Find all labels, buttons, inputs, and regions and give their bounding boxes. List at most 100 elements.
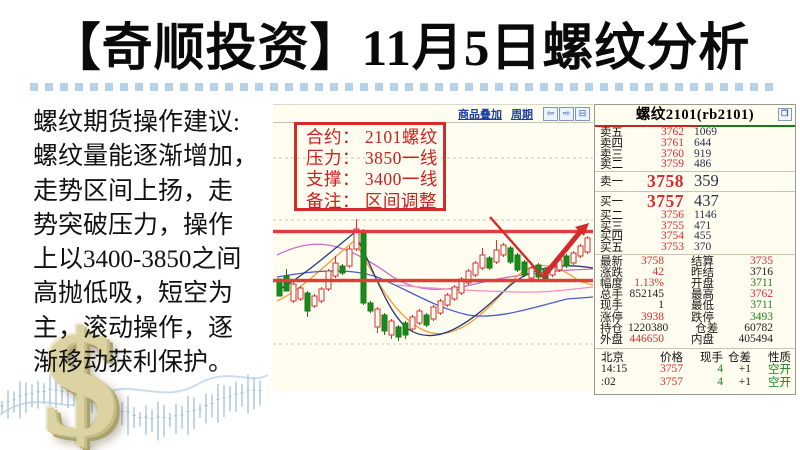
- candle-body: [388, 320, 395, 336]
- stat-value: 405494: [738, 332, 774, 345]
- quote-titlebar: 螺纹2101(rb2101) ❐: [595, 105, 795, 125]
- analysis-info-box: 合约： 2101螺纹 压力： 3850一线 支撑： 3400一线 备注： 区间调整: [294, 122, 446, 211]
- candle-body: [444, 294, 451, 306]
- mini-chart-decoration: [0, 374, 269, 441]
- candle-body: [381, 314, 388, 332]
- level-price: 3757: [647, 190, 684, 211]
- level-label: 卖二: [600, 159, 623, 172]
- trend-arrow-shaft: [541, 230, 582, 279]
- level-label: 买二: [600, 210, 623, 223]
- level-label: 买三: [600, 220, 623, 233]
- ma-line: [276, 240, 593, 335]
- candle-body: [570, 252, 577, 264]
- candle-body: [416, 310, 423, 324]
- period-link[interactable]: 周期: [511, 108, 533, 121]
- candle-body: [514, 254, 521, 271]
- level-label: 买五: [600, 242, 623, 255]
- prev-arrow-icon[interactable]: ⇦: [543, 106, 558, 121]
- trade-price: 3757: [660, 363, 683, 375]
- stat-value: 1.13%: [634, 277, 664, 290]
- level-volume: 486: [694, 158, 712, 171]
- level-price: 3761: [661, 137, 684, 150]
- restore-window-icon[interactable]: ❐: [778, 108, 792, 121]
- trade-oi-change: +1: [738, 375, 751, 388]
- trade-volume: 4: [717, 363, 723, 375]
- stat-value: 3711: [750, 299, 773, 312]
- trades-header: 价格: [660, 351, 683, 364]
- trade-type: 空开: [768, 364, 791, 376]
- stat-label: 总手: [600, 289, 623, 302]
- stats-row: 最新 3758 结算 3735: [595, 255, 795, 269]
- best-ask-row: 卖一 3758 359: [595, 171, 795, 191]
- bid-row: 买三 3755 471: [595, 219, 795, 233]
- candle-body: [437, 300, 444, 314]
- advice-line: 上以3400-3850之间: [33, 246, 242, 274]
- stats-row: 幅度 1.13% 开盘 3711: [595, 277, 795, 291]
- stat-label: 内盘: [691, 333, 714, 346]
- info-box-line: 支撑： 3400一线: [306, 169, 438, 190]
- candle-body: [332, 262, 339, 277]
- candle-body: [528, 267, 535, 279]
- stat-label: 最新: [600, 256, 623, 269]
- candle-body: [409, 316, 416, 330]
- stat-value: 3735: [750, 255, 773, 268]
- stats-row: 涨跌 42 昨结 3716: [595, 266, 795, 280]
- tile-window-icon[interactable]: ⊟: [575, 106, 590, 121]
- advice-line: 走势区间上扬，走: [33, 177, 234, 205]
- candle-body: [563, 255, 570, 267]
- candle-body: [577, 245, 584, 257]
- advice-line: 螺纹期货操作建议:: [33, 109, 240, 136]
- stat-label: 幅度: [600, 278, 623, 291]
- level-volume: 1146: [694, 209, 717, 222]
- level-volume: 919: [694, 147, 712, 160]
- stat-label: 外盘: [600, 333, 623, 346]
- bid-row: 买四 3754 455: [595, 230, 795, 243]
- stats-row: 持仓 1220380 仓差 60782: [595, 321, 795, 335]
- level-volume: 471: [694, 219, 712, 232]
- candle-body: [493, 249, 500, 263]
- trades-table: 北京 价格 现手 仓差 性质 14:15 3757 4 +1 空开:02 3757 4 +1 空开: [595, 350, 795, 389]
- trades-header-row: 北京 价格 现手 仓差 性质: [595, 350, 795, 364]
- stat-label: 涨跌: [600, 267, 623, 280]
- advice-line: 高抛低吸，短空为: [33, 280, 234, 308]
- level-price: 3756: [661, 209, 684, 222]
- info-box-line: 合约： 2101螺纹: [306, 127, 438, 147]
- stats-row: 现手 1 最低 3711: [595, 299, 795, 313]
- candle-body: [395, 326, 402, 338]
- stat-label: 最高: [691, 289, 714, 302]
- divider: [595, 348, 795, 350]
- dotted-divider: [30, 83, 774, 91]
- ma-line: [396, 284, 593, 293]
- advice-line: 主，滚动操作，逐: [33, 314, 234, 342]
- candle-body: [430, 306, 437, 320]
- advice-line: 渐移动获利保护。: [33, 349, 234, 377]
- ask-row: 卖三 3760 919: [595, 147, 795, 161]
- candle-body: [339, 265, 346, 274]
- level-label: 买一: [600, 196, 623, 209]
- level-price: 3753: [661, 241, 684, 254]
- candlestick-chart: [273, 157, 593, 345]
- level-price: 3762: [661, 126, 684, 139]
- candle-body: [374, 308, 381, 328]
- quote-panel: 螺纹2101(rb2101) ❐ 卖五 3762 1069 卖四 3761 644 卖三 37…: [594, 104, 796, 395]
- ma-line: [276, 232, 593, 337]
- stat-label: 最低: [691, 300, 714, 313]
- stat-label: 现手: [600, 300, 623, 313]
- candle-body: [304, 292, 311, 312]
- stat-value: 60782: [744, 321, 773, 334]
- trades-header: 现手: [700, 351, 723, 364]
- level-volume: 1069: [694, 126, 717, 139]
- chart-panel: 商品叠加 周期 ⇦ ⇨ ⊟ 合约： 2101螺纹 压力： 3850一线 支撑： 3400…: [273, 104, 593, 391]
- stat-value: 3938: [641, 310, 664, 323]
- next-arrow-icon[interactable]: ⇨: [559, 106, 574, 121]
- info-box-line: 压力： 3850一线: [306, 148, 438, 169]
- stat-label: 仓差: [695, 322, 719, 335]
- candle-body: [584, 237, 591, 253]
- trades-header: 仓差: [728, 351, 751, 364]
- stats-row: 涨停 3938 跌停 3493: [595, 310, 795, 324]
- stat-label: 跌停: [691, 311, 714, 324]
- overlay-commodity-link[interactable]: 商品叠加: [458, 108, 502, 121]
- candle-body: [402, 322, 409, 336]
- chart-toolbar: 商品叠加 周期 ⇦ ⇨ ⊟: [458, 106, 590, 121]
